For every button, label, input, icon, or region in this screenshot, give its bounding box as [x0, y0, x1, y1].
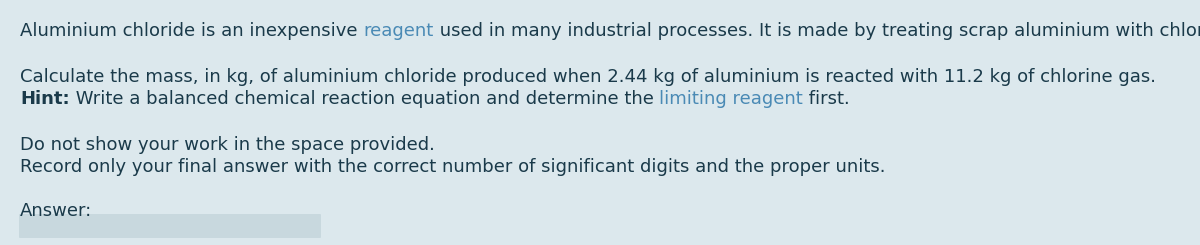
Text: Answer:: Answer:	[20, 202, 92, 220]
Text: limiting reagent: limiting reagent	[659, 90, 803, 108]
Text: Aluminium chloride is an inexpensive: Aluminium chloride is an inexpensive	[20, 22, 364, 40]
Text: first.: first.	[803, 90, 850, 108]
Text: Record only your final answer with the correct number of significant digits and : Record only your final answer with the c…	[20, 158, 886, 176]
FancyBboxPatch shape	[19, 214, 322, 238]
Text: Do not show your work in the space provided.: Do not show your work in the space provi…	[20, 136, 434, 154]
Text: Write a balanced chemical reaction equation and determine the: Write a balanced chemical reaction equat…	[70, 90, 659, 108]
Text: Calculate the mass, in kg, of aluminium chloride produced when 2.44 kg of alumin: Calculate the mass, in kg, of aluminium …	[20, 68, 1156, 86]
Text: reagent: reagent	[364, 22, 433, 40]
Text: Hint:: Hint:	[20, 90, 70, 108]
Text: used in many industrial processes. It is made by treating scrap aluminium with c: used in many industrial processes. It is…	[433, 22, 1200, 40]
